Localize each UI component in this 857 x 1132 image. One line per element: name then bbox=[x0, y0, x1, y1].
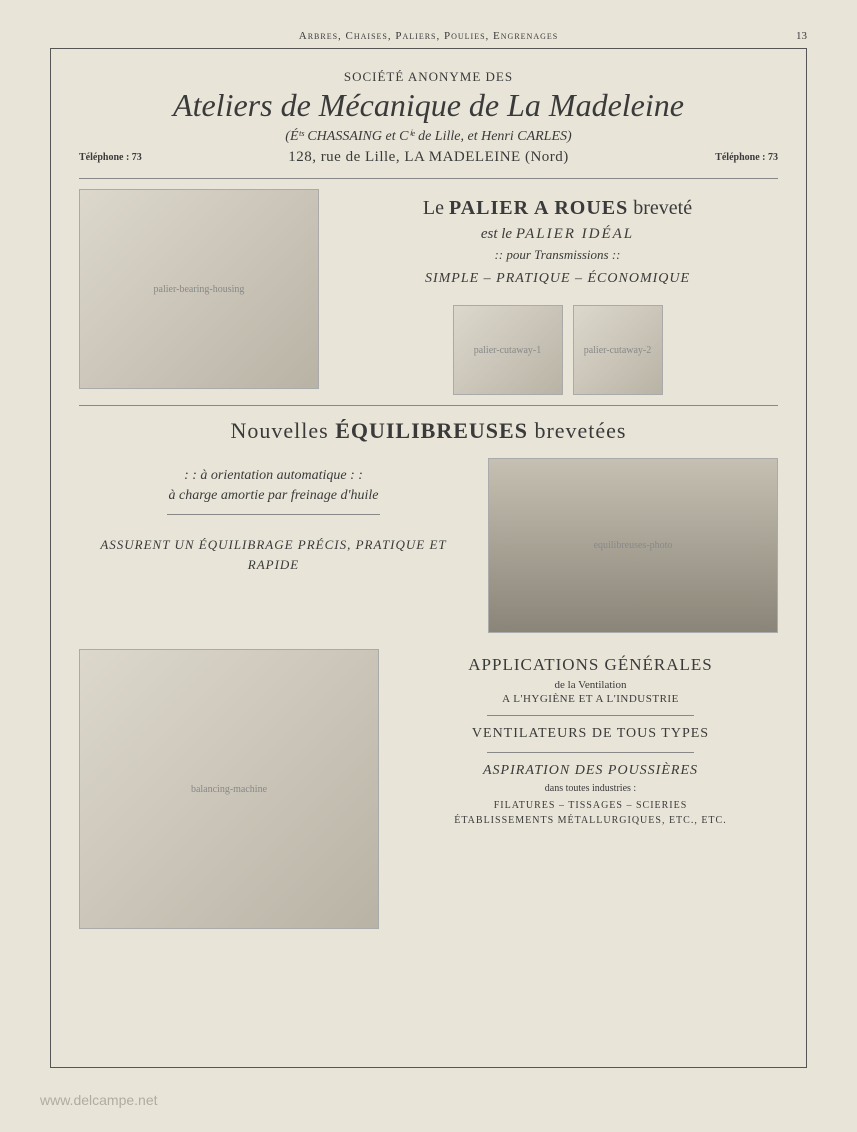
palier-title: Le PALIER A ROUES breveté bbox=[337, 197, 778, 220]
palier-cutaway-1: palier-cutaway-1 bbox=[453, 305, 563, 395]
equil-feature-1: : : à orientation automatique : : bbox=[79, 468, 468, 484]
divider bbox=[79, 178, 778, 179]
palier-subtitle: est le PALIER IDÉAL bbox=[337, 226, 778, 243]
palier-main-illustration: palier-bearing-housing bbox=[79, 189, 319, 389]
ad-frame: SOCIÉTÉ ANONYME DES Ateliers de Mécaniqu… bbox=[50, 48, 807, 1068]
telephone-right: Téléphone : 73 bbox=[715, 152, 778, 163]
equil-title-bold: ÉQUILIBREUSES bbox=[335, 418, 528, 443]
bottom-row: balancing-machine APPLICATIONS GÉNÉRALES… bbox=[79, 649, 778, 929]
equilibreuses-top-row: : : à orientation automatique : : à char… bbox=[79, 458, 778, 633]
palier-cutaway-row: palier-cutaway-1 palier-cutaway-2 bbox=[337, 305, 778, 395]
equil-title-pre: Nouvelles bbox=[230, 418, 335, 443]
divider-partial bbox=[487, 715, 693, 716]
aspiration-sub: dans toutes industries : bbox=[403, 783, 778, 794]
company-address: 128, rue de Lille, LA MADELEINE (Nord) bbox=[288, 149, 569, 166]
palier-title-bold: PALIER A ROUES bbox=[449, 197, 628, 219]
palier-text-block: Le PALIER A ROUES breveté est le PALIER … bbox=[337, 189, 778, 395]
supertitle: SOCIÉTÉ ANONYME DES bbox=[79, 69, 778, 85]
industries-line-1: FILATURES – TISSAGES – SCIERIES bbox=[403, 798, 778, 813]
palier-title-pre: Le bbox=[423, 197, 449, 219]
palier-section: palier-bearing-housing Le PALIER A ROUES… bbox=[79, 189, 778, 395]
company-subline: (Éᵗˢ CHASSAING et Cⁱᵉ de Lille, et Henri… bbox=[79, 128, 778, 145]
balancing-machine-illustration: balancing-machine bbox=[79, 649, 379, 929]
address-row: Téléphone : 73 128, rue de Lille, LA MAD… bbox=[79, 149, 778, 166]
watermark: www.delcampe.net bbox=[40, 1092, 158, 1108]
applications-title: APPLICATIONS GÉNÉRALES bbox=[403, 655, 778, 675]
page-number: 13 bbox=[796, 30, 807, 42]
divider-partial bbox=[167, 514, 381, 515]
applications-sub: de la Ventilation bbox=[403, 679, 778, 691]
palier-cutaway-2: palier-cutaway-2 bbox=[573, 305, 663, 395]
ventilateurs-title: VENTILATEURS DE TOUS TYPES bbox=[403, 726, 778, 742]
equilibreuses-text: : : à orientation automatique : : à char… bbox=[79, 458, 468, 633]
palier-attributes: SIMPLE – PRATIQUE – ÉCONOMIQUE bbox=[337, 271, 778, 287]
company-name: Ateliers de Mécanique de La Madeleine bbox=[79, 87, 778, 124]
industries-line-2: ÉTABLISSEMENTS MÉTALLURGIQUES, ETC., ETC… bbox=[403, 813, 778, 828]
divider-partial bbox=[487, 752, 693, 753]
palier-title-post: breveté bbox=[628, 197, 692, 219]
aspiration-title: ASPIRATION DES POUSSIÈRES bbox=[403, 763, 778, 779]
telephone-left: Téléphone : 73 bbox=[79, 152, 142, 163]
palier-sub-pre: est le bbox=[481, 226, 516, 242]
equil-assurance: ASSURENT UN ÉQUILIBRAGE PRÉCIS, PRATIQUE… bbox=[79, 535, 468, 574]
equilibreuses-photo: equilibreuses-photo bbox=[488, 458, 778, 633]
palier-for: :: pour Transmissions :: bbox=[337, 247, 778, 263]
equil-title-post: brevetées bbox=[528, 418, 627, 443]
divider bbox=[79, 405, 778, 406]
equil-feature-2: à charge amortie par freinage d'huile bbox=[79, 488, 468, 504]
applications-block: APPLICATIONS GÉNÉRALES de la Ventilation… bbox=[403, 649, 778, 929]
equilibreuses-title: Nouvelles ÉQUILIBREUSES brevetées bbox=[79, 418, 778, 444]
page-header-caption: Arbres, Chaises, Paliers, Poulies, Engre… bbox=[50, 30, 807, 42]
applications-line: A L'HYGIÈNE ET A L'INDUSTRIE bbox=[403, 693, 778, 705]
palier-sub-bold: PALIER IDÉAL bbox=[516, 226, 634, 242]
company-header: SOCIÉTÉ ANONYME DES Ateliers de Mécaniqu… bbox=[79, 69, 778, 166]
